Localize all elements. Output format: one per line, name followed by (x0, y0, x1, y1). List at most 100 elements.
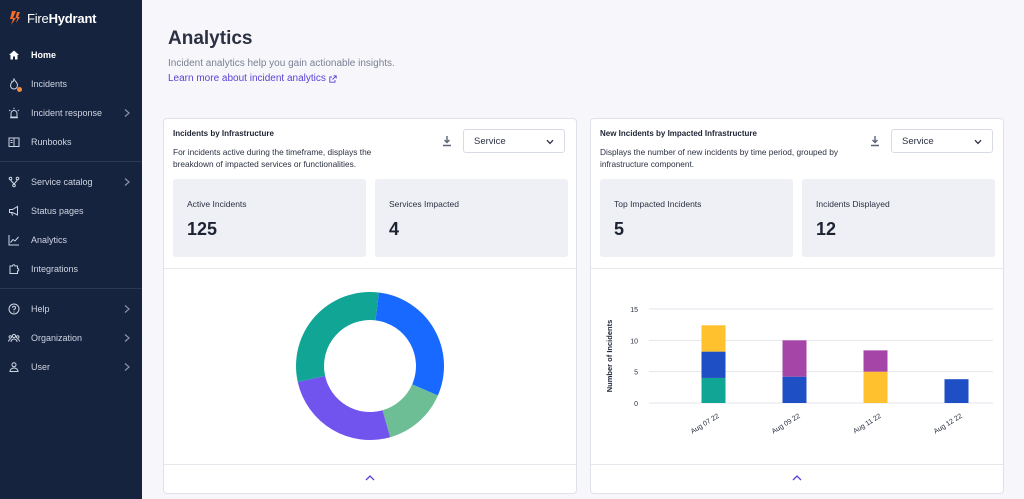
sidebar-item-help[interactable]: Help (0, 298, 142, 320)
group-by-select-value: Service (902, 136, 934, 147)
stat-label: Top Impacted Incidents (614, 199, 702, 209)
sidebar-item-label: Organization (31, 333, 83, 343)
sidebar-item-label: Home (31, 50, 57, 60)
siren-icon (8, 107, 20, 119)
sidebar-item-user[interactable]: User (0, 356, 142, 378)
chevron-right-icon (124, 334, 130, 342)
x-tick-label: Aug 09 22 (771, 413, 802, 436)
services-impacted-stat: Services Impacted 4 (375, 179, 568, 257)
sidebar-item-organization[interactable]: Organization (0, 327, 142, 349)
chevron-right-icon (124, 363, 130, 371)
bar-segment (701, 377, 726, 403)
sidebar-item-label: Integrations (31, 264, 79, 274)
x-tick-label: Aug 07 22 (690, 413, 721, 436)
incidents-donut-chart (296, 292, 445, 440)
card-description: For incidents active during the timefram… (173, 147, 372, 169)
flame-icon (9, 78, 19, 90)
team-icon (8, 333, 20, 343)
sidebar-divider (0, 288, 142, 289)
bar-segment (701, 351, 726, 378)
donut-slice (297, 375, 391, 440)
chevron-up-icon[interactable] (364, 473, 376, 483)
line-chart-icon (8, 235, 19, 246)
x-tick-label: Aug 11 22 (852, 413, 882, 436)
sidebar-item-integrations[interactable]: Integrations (0, 258, 142, 280)
x-tick-label: Aug 12 22 (933, 413, 964, 436)
bar-segment (863, 350, 888, 372)
learn-more-link[interactable]: Learn more about incident analytics (168, 73, 337, 84)
bar-segment (782, 340, 807, 377)
stat-label: Active Incidents (187, 199, 247, 209)
sidebar-item-label: Incident response (31, 108, 103, 118)
card-title: Incidents by Infrastructure (173, 129, 274, 138)
divider (164, 268, 576, 269)
active-incidents-stat: Active Incidents 125 (173, 179, 366, 257)
sidebar-item-incidents[interactable]: Incidents (0, 73, 142, 95)
sidebar-item-incident-response[interactable]: Incident response (0, 102, 142, 124)
firehydrant-logo[interactable]: FireHydrant (7, 9, 97, 27)
sidebar-item-label: Status pages (31, 206, 84, 216)
firehydrant-logo-icon (10, 11, 20, 25)
sidebar-item-home[interactable]: Home (0, 44, 142, 66)
card-title: New Incidents by Impacted Infrastructure (600, 129, 757, 138)
stat-label: Incidents Displayed (816, 199, 890, 209)
chevron-up-icon[interactable] (791, 473, 803, 483)
chevron-down-icon (974, 139, 982, 145)
book-icon (8, 137, 20, 147)
sidebar-item-label: Service catalog (31, 177, 93, 187)
external-link-icon (329, 74, 337, 83)
megaphone-icon (9, 205, 18, 216)
brand-light: Fire (27, 10, 49, 26)
brand-bold: Hydrant (48, 10, 97, 26)
top-impacted-incidents-stat: Top Impacted Incidents 5 (600, 179, 793, 257)
sidebar-item-label: Help (31, 304, 50, 314)
sidebar-item-service-catalog[interactable]: Service catalog (0, 171, 142, 193)
new-incidents-by-impacted-infrastructure-card: New Incidents by Impacted Infrastructure… (590, 118, 1004, 494)
learn-more-link-label: Learn more about incident analytics (168, 73, 326, 84)
sidebar-item-label: Runbooks (31, 137, 72, 147)
bar-segment (701, 325, 726, 352)
stat-value: 4 (389, 219, 400, 239)
divider (164, 464, 576, 465)
y-tick-label: 0 (634, 401, 638, 408)
donut-slice (382, 384, 438, 438)
sidebar-item-status-pages[interactable]: Status pages (0, 200, 142, 222)
group-by-select[interactable]: Service (463, 129, 565, 153)
download-icon[interactable] (869, 135, 881, 147)
incidents-displayed-stat: Incidents Displayed 12 (802, 179, 995, 257)
bar-segment (782, 376, 807, 403)
sidebar: FireHydrant Home Incidents Incident resp… (0, 0, 142, 499)
sidebar-divider (0, 161, 142, 162)
incidents-stacked-bar-chart: 0 5 10 15 Number of Incidents Aug 07 22 Aug 09… (605, 307, 993, 436)
sidebar-item-label: User (31, 362, 51, 372)
git-branch-icon (8, 176, 20, 188)
download-icon[interactable] (441, 135, 453, 147)
chevron-right-icon (124, 178, 130, 186)
y-tick-label: 15 (630, 307, 638, 314)
home-icon (9, 50, 19, 60)
stat-label: Services Impacted (389, 199, 459, 209)
stat-value: 125 (187, 219, 218, 239)
chevron-down-icon (546, 139, 554, 145)
bar-segment (863, 371, 888, 403)
y-axis-label: Number of Incidents (605, 320, 614, 393)
puzzle-icon (9, 264, 20, 274)
y-tick-label: 10 (630, 338, 638, 345)
group-by-select[interactable]: Service (891, 129, 993, 153)
card-description: Displays the number of new incidents by … (600, 147, 838, 169)
chevron-right-icon (124, 109, 130, 117)
divider (591, 464, 1003, 465)
sidebar-item-runbooks[interactable]: Runbooks (0, 131, 142, 153)
sidebar-item-label: Incidents (31, 79, 68, 89)
sidebar-item-analytics[interactable]: Analytics (0, 229, 142, 251)
user-icon (9, 362, 19, 372)
stat-value: 5 (614, 219, 625, 239)
page-title: Analytics (168, 28, 253, 49)
help-icon (8, 303, 20, 315)
notification-dot (17, 87, 22, 92)
sidebar-item-label: Analytics (31, 235, 68, 245)
donut-slice (375, 292, 445, 396)
chevron-right-icon (124, 305, 130, 313)
y-tick-label: 5 (634, 370, 638, 377)
group-by-select-value: Service (474, 136, 506, 147)
